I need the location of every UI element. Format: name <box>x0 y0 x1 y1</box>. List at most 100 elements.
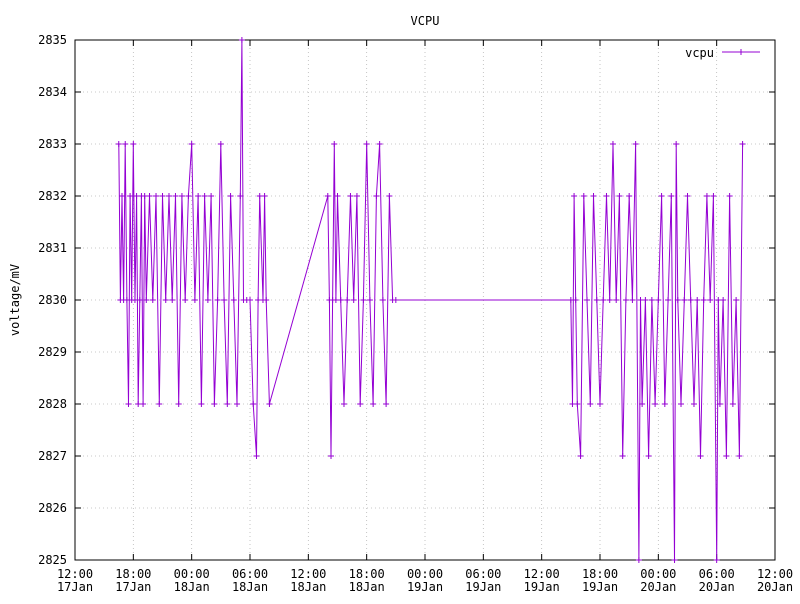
x-tick-label-date: 19Jan <box>524 580 560 594</box>
data-point-vcpu <box>247 297 253 303</box>
data-point-vcpu <box>328 453 335 459</box>
data-point-vcpu <box>629 297 636 303</box>
data-point-vcpu <box>652 401 659 407</box>
data-point-vcpu <box>115 141 122 147</box>
legend-marker-glyph <box>738 49 744 55</box>
legend-label-vcpu: vcpu <box>685 46 714 60</box>
data-point-vcpu <box>603 193 610 199</box>
y-tick-label: 2831 <box>38 241 67 255</box>
data-point-vcpu <box>619 453 626 459</box>
x-tick-label-date: 18Jan <box>349 580 385 594</box>
data-point-vcpu <box>593 297 600 303</box>
data-point-vcpu <box>253 453 260 459</box>
data-point-vcpu <box>195 193 202 199</box>
x-tick-label-time: 06:00 <box>465 567 501 581</box>
data-point-vcpu <box>169 297 176 303</box>
data-point-vcpu <box>357 401 364 407</box>
x-tick-label-date: 18Jan <box>290 580 326 594</box>
y-tick-label: 2830 <box>38 293 67 307</box>
data-point-vcpu <box>263 297 270 303</box>
data-point-vcpu <box>221 297 228 303</box>
data-point-vcpu <box>716 401 723 407</box>
x-tick-label-date: 20Jan <box>757 580 793 594</box>
data-point-vcpu <box>622 297 629 303</box>
data-point-vcpu <box>678 401 685 407</box>
data-point-vcpu <box>140 401 147 407</box>
x-tick-label-date: 17Jan <box>57 580 93 594</box>
data-point-vcpu <box>122 141 129 147</box>
data-point-vcpu <box>204 297 211 303</box>
data-point-vcpu <box>331 141 338 147</box>
data-point-vcpu <box>574 401 581 407</box>
data-point-vcpu <box>606 297 613 303</box>
data-point-vcpu <box>733 297 740 303</box>
data-point-vcpu <box>350 297 357 303</box>
data-point-vcpu <box>208 193 215 199</box>
data-point-vcpu <box>729 401 736 407</box>
data-point-vcpu <box>658 193 665 199</box>
data-point-vcpu <box>159 193 166 199</box>
data-point-vcpu <box>600 297 607 303</box>
x-tick-label-date: 19Jan <box>582 580 618 594</box>
data-point-vcpu <box>217 141 224 147</box>
data-point-vcpu <box>684 193 691 199</box>
x-tick-label-date: 17Jan <box>115 580 151 594</box>
chart-title: VCPU <box>411 14 440 28</box>
data-point-vcpu <box>334 193 341 199</box>
y-tick-label: 2828 <box>38 397 67 411</box>
x-tick-label-time: 12:00 <box>290 567 326 581</box>
data-point-vcpu <box>125 401 132 407</box>
data-point-vcpu <box>645 453 652 459</box>
data-point-vcpu <box>370 401 377 407</box>
data-point-vcpu <box>681 297 688 303</box>
y-tick-label: 2826 <box>38 501 67 515</box>
y-tick-label: 2832 <box>38 189 67 203</box>
data-point-vcpu <box>340 401 347 407</box>
data-point-vcpu <box>146 193 153 199</box>
x-tick-label-date: 18Jan <box>232 580 268 594</box>
data-point-vcpu <box>723 453 730 459</box>
axis-ticks: 2825 2826 2827 2828 2829 2830 2831 2832 2833 2834… <box>38 33 793 594</box>
data-point-vcpu <box>214 297 221 303</box>
x-tick-label-time: 18:00 <box>582 567 618 581</box>
data-point-vcpu <box>668 193 675 199</box>
data-point-vcpu <box>690 401 697 407</box>
x-tick-label-date: 18Jan <box>174 580 210 594</box>
data-point-vcpu <box>648 297 655 303</box>
x-tick-label-date: 19Jan <box>407 580 443 594</box>
data-point-vcpu <box>172 193 179 199</box>
data-point-vcpu <box>373 193 380 199</box>
data-point-vcpu <box>175 401 182 407</box>
x-tick-label-time: 06:00 <box>232 567 268 581</box>
x-tick-label-date: 20Jan <box>640 580 676 594</box>
x-tick-label-time: 00:00 <box>407 567 443 581</box>
legend-marker-vcpu <box>738 49 744 55</box>
data-point-vcpu <box>392 297 399 303</box>
data-point-vcpu <box>198 401 205 407</box>
data-point-vcpu <box>130 141 137 147</box>
data-point-vcpu <box>580 193 587 199</box>
data-point-vcpu <box>149 297 156 303</box>
data-point-vcpu <box>674 297 681 303</box>
x-tick-label-date: 19Jan <box>465 580 501 594</box>
data-point-vcpu <box>143 297 150 303</box>
data-point-vcpu <box>736 453 743 459</box>
data-point-vcpu <box>700 297 707 303</box>
data-point-vcpu <box>383 401 390 407</box>
data-point-vcpu <box>266 401 273 407</box>
data-point-vcpu <box>661 401 668 407</box>
data-point-vcpu <box>386 193 393 199</box>
data-point-vcpu <box>616 193 623 199</box>
data-point-vcpu <box>577 453 584 459</box>
data-point-vcpu <box>694 297 701 303</box>
x-tick-label-time: 00:00 <box>640 567 676 581</box>
data-point-vcpu <box>665 297 672 303</box>
data-point-vcpu <box>655 297 662 303</box>
data-point-vcpu <box>671 557 678 563</box>
data-point-vcpu <box>227 193 234 199</box>
data-point-vcpu <box>230 297 237 303</box>
data-point-vcpu <box>710 193 717 199</box>
x-tick-label-date: 20Jan <box>699 580 735 594</box>
